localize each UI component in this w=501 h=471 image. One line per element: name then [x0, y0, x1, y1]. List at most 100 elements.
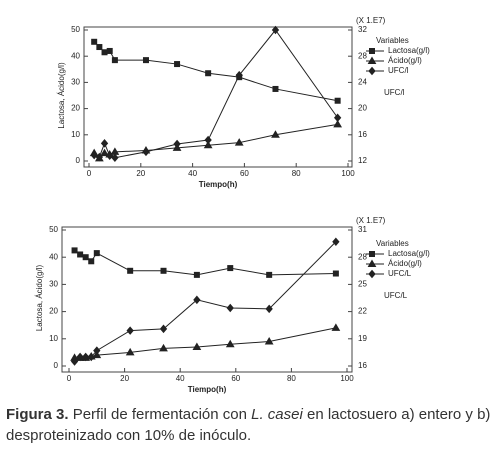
y2-tick-label: 20 [358, 104, 367, 113]
x-tick-label: 40 [176, 374, 185, 383]
marker [142, 57, 149, 64]
marker [93, 346, 101, 355]
marker [91, 38, 98, 45]
y-axis-label: Lactosa, Ácido(g/l) [35, 265, 44, 332]
y2-tick-label: 22 [358, 307, 367, 316]
legend-marker [367, 259, 377, 267]
y-tick-label: 50 [71, 25, 80, 34]
y2-tick-label: 12 [358, 156, 367, 165]
side-label: UFC/L [384, 291, 408, 300]
marker [90, 150, 98, 160]
marker [271, 25, 280, 35]
x-tick-label: 100 [340, 374, 354, 383]
x-tick-label: 80 [292, 169, 301, 178]
marker [226, 303, 234, 313]
caption-text: en lactosuero a) entero y b) desproteini… [6, 406, 491, 444]
x-tick-label: 100 [341, 169, 355, 178]
marker [193, 295, 201, 305]
caption: Figura 3. Perfil de fermentación con L. … [6, 404, 496, 446]
marker [333, 113, 342, 123]
marker [332, 270, 339, 277]
y-tick-label: 0 [54, 361, 59, 370]
x-tick-label: 20 [120, 374, 129, 383]
y-tick-label: 40 [71, 51, 80, 60]
marker [271, 130, 280, 138]
y2-note: (X 1.E7) [356, 16, 386, 25]
caption-text: Perfil de fermentación con [72, 406, 252, 423]
legend-marker [368, 66, 376, 76]
y-axis-label: Lactosa, Ácido(g/l) [57, 62, 66, 129]
marker [203, 140, 213, 149]
x-tick-label: 0 [67, 374, 72, 383]
y-tick-label: 20 [49, 307, 58, 316]
y2-tick-label: 19 [358, 334, 367, 343]
marker [76, 352, 84, 362]
legend-label: Ácido(g/l) [388, 259, 422, 268]
legend-marker [369, 48, 375, 54]
marker [88, 258, 95, 265]
legend-marker [367, 56, 377, 64]
marker [266, 271, 273, 278]
marker [234, 138, 244, 146]
marker [160, 267, 167, 274]
marker [264, 337, 274, 345]
x-tick-label: 40 [188, 169, 197, 178]
legend-marker [369, 251, 375, 257]
y-tick-label: 30 [49, 280, 58, 289]
marker [174, 61, 181, 68]
legend-label: Lactosa(g/l) [388, 46, 430, 55]
marker [235, 70, 243, 80]
marker [82, 254, 89, 261]
marker [77, 251, 84, 258]
y2-tick-label: 25 [358, 280, 367, 289]
figure: 0 20 40 60 80 10001020304050121620242832Tiemp… [35, 16, 430, 394]
marker [227, 265, 234, 272]
series-line [74, 241, 337, 362]
x-tick-label: 60 [240, 169, 249, 178]
y2-tick-label: 31 [358, 225, 367, 234]
y-tick-label: 20 [71, 104, 80, 113]
marker [111, 153, 119, 162]
marker [225, 339, 235, 348]
y2-note: (X 1.E7) [356, 216, 386, 225]
x-axis-label: Tiempo(h) [199, 180, 238, 189]
legend-label: Ácido(g/l) [388, 56, 422, 65]
marker [70, 357, 79, 366]
plot-frame [83, 26, 353, 168]
legend-label: Lactosa(g/l) [388, 249, 430, 258]
marker [127, 267, 134, 274]
marker [100, 148, 109, 157]
marker [333, 119, 343, 128]
marker [126, 326, 134, 335]
marker [265, 304, 273, 314]
marker [159, 324, 168, 334]
series-line [74, 249, 336, 276]
marker [334, 97, 341, 104]
x-tick-label: 60 [231, 374, 240, 383]
legend-label: UFC/l [388, 66, 409, 75]
y-tick-label: 0 [76, 156, 81, 165]
y2-tick-label: 24 [358, 78, 367, 87]
series-line [74, 327, 336, 359]
marker [173, 139, 181, 149]
marker [193, 271, 200, 278]
marker [332, 237, 340, 247]
marker [159, 343, 168, 352]
marker [95, 152, 104, 162]
x-tick-label: 80 [287, 374, 296, 383]
y-tick-label: 10 [71, 130, 80, 139]
legend-label: UFC/L [388, 269, 412, 278]
chart: 0 20 40 60 80 100 0 10 20 30 40 50 16 19 22 25 28 31 Tiemp… [35, 216, 430, 394]
legend-title: Variables [376, 239, 409, 248]
y-tick-label: 30 [71, 78, 80, 87]
y-tick-label: 40 [49, 252, 58, 261]
marker [204, 135, 212, 145]
caption-species: L. casei [251, 406, 303, 423]
y-tick-label: 50 [49, 225, 58, 234]
series-line [93, 123, 338, 160]
marker [331, 323, 341, 331]
marker [106, 47, 113, 54]
marker [125, 347, 135, 356]
x-tick-label: 20 [136, 169, 145, 178]
